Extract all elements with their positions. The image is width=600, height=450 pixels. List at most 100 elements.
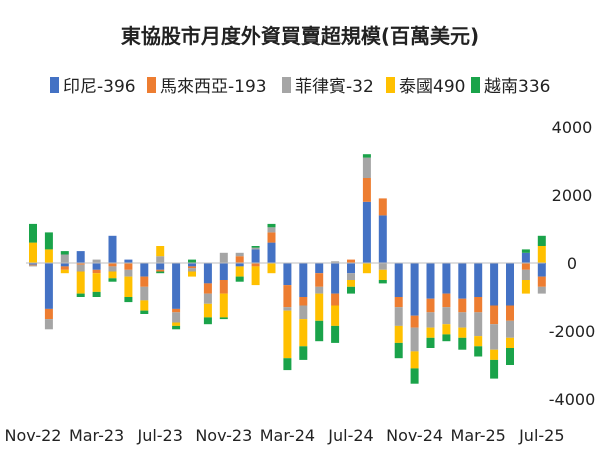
bar-May-23-series-4 bbox=[124, 297, 133, 303]
bar-Oct-24-series-0 bbox=[394, 263, 403, 297]
bar-Feb-25-series-2 bbox=[458, 312, 467, 328]
bar-May-25-series-1 bbox=[506, 305, 514, 321]
bar-Jun-25-series-2 bbox=[521, 269, 530, 280]
bar-Jul-23-series-4 bbox=[156, 271, 165, 274]
bar-Dec-22-series-1 bbox=[44, 308, 53, 320]
bar-Dec-23-series-2 bbox=[235, 252, 244, 257]
bar-Mar-24-series-3 bbox=[283, 310, 292, 359]
bar-Aug-23-series-2 bbox=[172, 312, 181, 323]
bar-Dec-22-series-2 bbox=[44, 319, 53, 330]
bar-Feb-24-series-3 bbox=[267, 263, 276, 274]
bar-Dec-22-series-4 bbox=[44, 232, 53, 250]
legend-label-3: 泰國490 bbox=[399, 77, 465, 97]
bar-May-23-series-1 bbox=[124, 263, 133, 270]
bar-Aug-24-series-0 bbox=[362, 201, 371, 263]
bar-Mar-24-series-4 bbox=[283, 358, 292, 371]
bar-Nov-24-series-4 bbox=[410, 368, 419, 384]
bar-Nov-22-series-3 bbox=[29, 242, 37, 263]
bar-Jan-23-series-2 bbox=[60, 254, 69, 263]
bar-Jul-24-series-0 bbox=[347, 263, 355, 274]
bar-Jan-23-series-0 bbox=[60, 263, 69, 267]
bar-Apr-23-series-4 bbox=[108, 278, 117, 282]
bar-Nov-24-series-1 bbox=[410, 315, 419, 328]
bar-Feb-23-series-4 bbox=[76, 293, 85, 297]
bar-Mar-23-series-3 bbox=[92, 273, 101, 292]
bar-Jun-23-series-0 bbox=[140, 263, 149, 277]
bar-Jul-25-series-4 bbox=[537, 235, 546, 246]
y-tick-label: -2000 bbox=[549, 322, 596, 341]
bar-Apr-25-series-3 bbox=[490, 349, 499, 360]
bar-Dec-24-series-3 bbox=[426, 327, 435, 338]
bar-Mar-25-series-4 bbox=[474, 346, 483, 357]
bar-Apr-25-series-1 bbox=[490, 305, 499, 325]
bar-Aug-23-series-0 bbox=[172, 263, 181, 309]
bar-Sep-23-series-0 bbox=[188, 263, 196, 267]
bar-May-24-series-1 bbox=[315, 273, 324, 287]
legend-label-0: 印尼-396 bbox=[63, 77, 136, 97]
bar-Jul-23-series-0 bbox=[156, 263, 165, 270]
bar-Feb-25-series-3 bbox=[458, 327, 467, 338]
bar-Nov-23-series-2 bbox=[219, 252, 228, 263]
bar-Jan-25-series-2 bbox=[442, 307, 451, 325]
bar-Mar-23-series-1 bbox=[92, 269, 101, 274]
y-tick-label: 0 bbox=[567, 254, 577, 273]
bar-Jun-23-series-4 bbox=[140, 310, 149, 314]
x-tick-label: Jul-24 bbox=[327, 426, 373, 445]
x-tick-label: Mar-25 bbox=[451, 426, 506, 445]
bar-Feb-24-series-1 bbox=[267, 232, 276, 243]
bar-Nov-22-series-0 bbox=[29, 263, 37, 265]
bar-Jun-23-series-1 bbox=[140, 276, 149, 287]
bar-Apr-23-series-3 bbox=[108, 271, 117, 279]
legend-swatch-2 bbox=[282, 77, 291, 93]
bar-Apr-24-series-2 bbox=[299, 305, 308, 320]
bar-Mar-25-series-0 bbox=[474, 263, 483, 297]
bar-Aug-23-series-4 bbox=[172, 325, 181, 330]
bar-Sep-23-series-3 bbox=[188, 271, 196, 277]
bar-Jan-24-series-4 bbox=[251, 246, 260, 248]
legend-swatch-1 bbox=[147, 77, 156, 93]
bar-Jan-25-series-3 bbox=[442, 324, 451, 335]
bar-Nov-23-series-0 bbox=[219, 263, 228, 280]
bar-Jan-24-series-1 bbox=[251, 263, 260, 267]
bar-Aug-24-series-4 bbox=[362, 154, 371, 158]
bar-Nov-23-series-4 bbox=[219, 317, 228, 320]
bar-Oct-23-series-0 bbox=[203, 263, 212, 284]
bar-Jan-25-series-4 bbox=[442, 334, 451, 342]
bar-Jul-24-series-2 bbox=[347, 273, 355, 280]
bar-May-24-series-2 bbox=[315, 286, 324, 294]
bar-Jul-23-series-3 bbox=[156, 246, 165, 257]
legend-label-2: 菲律賓-32 bbox=[295, 77, 374, 97]
bar-Sep-24-series-2 bbox=[378, 263, 387, 270]
bar-Apr-25-series-4 bbox=[490, 359, 499, 379]
legend-swatch-0 bbox=[50, 77, 59, 93]
bar-Oct-24-series-4 bbox=[394, 342, 403, 359]
bar-Apr-24-series-0 bbox=[299, 263, 308, 297]
bar-May-23-series-0 bbox=[124, 259, 133, 263]
bar-Mar-24-series-1 bbox=[283, 285, 292, 308]
bar-Nov-24-series-0 bbox=[410, 263, 419, 316]
bar-Jul-25-series-1 bbox=[537, 276, 546, 287]
bar-Feb-23-series-2 bbox=[76, 264, 85, 272]
bar-Dec-24-series-0 bbox=[426, 263, 435, 299]
bar-Apr-23-series-0 bbox=[108, 235, 117, 263]
bar-Jan-23-series-3 bbox=[60, 269, 69, 274]
bar-Jul-24-series-3 bbox=[347, 280, 355, 287]
bar-Mar-24-series-0 bbox=[283, 263, 292, 286]
bar-Aug-23-series-3 bbox=[172, 322, 181, 326]
bar-Aug-23-series-1 bbox=[172, 308, 181, 313]
bar-Nov-22-series-1 bbox=[29, 264, 37, 266]
bar-Sep-24-series-1 bbox=[378, 198, 387, 216]
bar-May-24-series-3 bbox=[315, 293, 324, 321]
bar-Jan-24-series-0 bbox=[251, 249, 260, 263]
bar-Jun-25-series-1 bbox=[521, 263, 530, 270]
x-tick-label: Nov-23 bbox=[195, 426, 252, 445]
bar-Dec-23-series-0 bbox=[235, 263, 244, 267]
bar-Aug-24-series-2 bbox=[362, 157, 371, 178]
bar-Dec-23-series-3 bbox=[235, 266, 244, 277]
bar-Nov-23-series-3 bbox=[219, 293, 228, 318]
bar-Nov-22-series-2 bbox=[29, 265, 37, 267]
bar-Feb-24-series-4 bbox=[267, 223, 276, 228]
bar-Oct-24-series-2 bbox=[394, 307, 403, 326]
bar-Dec-24-series-2 bbox=[426, 312, 435, 328]
